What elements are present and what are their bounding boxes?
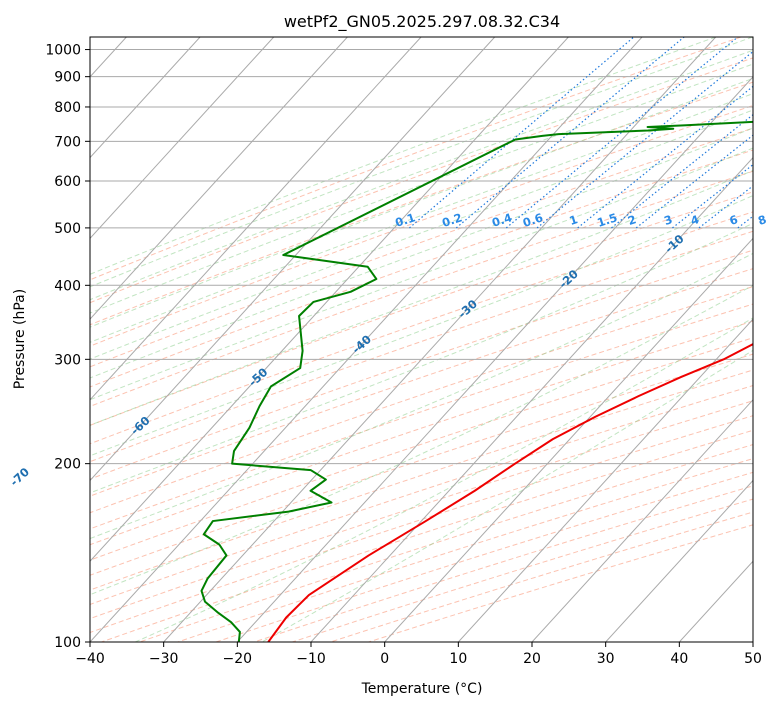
mixing-ratio-line: [611, 113, 753, 229]
moist-adiabat: [90, 222, 753, 494]
isotherm-line: [457, 318, 753, 642]
dry-adiabat: [101, 429, 753, 642]
y-tick-label: 800: [54, 100, 81, 116]
dry-adiabat: [90, 170, 753, 407]
y-tick-label: 700: [54, 134, 81, 150]
mixing-ratio-line: [536, 50, 753, 229]
moist-adiabat: [135, 317, 753, 642]
x-tick-label: −30: [149, 651, 179, 667]
x-tick-label: 40: [670, 651, 688, 667]
x-tick-label: −40: [75, 651, 105, 667]
y-tick-label: 100: [54, 635, 81, 651]
dry-adiabat: [90, 303, 753, 530]
mixing-ratio-labels: 0.10.20.40.611.52346810131620253036: [393, 210, 768, 230]
moist-adiabat: [90, 77, 753, 328]
y-tick-label: 500: [54, 221, 81, 237]
y-tick-label: 1000: [45, 43, 81, 59]
temperature-line: [267, 343, 753, 642]
isotherm-line: [90, 37, 348, 320]
dry-adiabat: [90, 127, 753, 368]
x-tick-label: 20: [523, 651, 541, 667]
moist-adiabat: [90, 37, 716, 275]
mixing-ratio-line: [505, 37, 739, 229]
mixing-ratio-line: [577, 85, 753, 229]
y-tick-label: 900: [54, 70, 81, 86]
isotherm-line: [531, 399, 753, 642]
moist-adiabat: [90, 37, 753, 288]
dewpoint-line: [200, 120, 753, 642]
x-tick-label: 30: [597, 651, 615, 667]
dry-adiabat: [90, 211, 753, 445]
moist-adiabat: [90, 127, 753, 379]
isotherm-line: [163, 37, 717, 642]
dry-adiabat: [292, 498, 753, 642]
profile-lines: [200, 120, 753, 642]
plot-frame: [89, 36, 754, 643]
dry-adiabat: [90, 249, 753, 480]
x-tick-label: −20: [223, 651, 253, 667]
isotherm-line: [90, 37, 275, 240]
y-tick-label: 600: [54, 174, 81, 190]
x-axis-label: Temperature (°C): [361, 681, 483, 697]
mixing-ratio-label: 0.6: [521, 210, 545, 230]
dry-adiabat: [90, 320, 753, 546]
mixing-ratio-label: 0.1: [393, 210, 417, 230]
x-tick-label: 0: [380, 651, 389, 667]
dry-adiabat: [139, 444, 753, 642]
isotherm-line: [384, 237, 753, 642]
y-axis-label: Pressure (hPa): [12, 289, 28, 389]
isotherm-line: [90, 37, 643, 642]
moist-adiabat: [90, 63, 753, 314]
dry-adiabat: [90, 337, 753, 561]
mixing-ratio-label: 0.2: [440, 210, 464, 230]
mixing-ratio-line: [455, 37, 685, 229]
background-lines: [90, 37, 753, 642]
isotherm-line: [310, 156, 753, 642]
dry-adiabat: [90, 385, 753, 606]
isotherm-line: [605, 479, 753, 642]
chart-title: wetPf2_GN05.2025.297.08.32.C34: [284, 12, 560, 32]
isotherm-line: [90, 37, 569, 563]
moist-adiabat: [90, 109, 753, 360]
mixing-ratio-label: 6: [728, 212, 740, 228]
dry-adiabat: [90, 104, 753, 347]
mixing-ratio-label: 2: [626, 212, 638, 228]
y-axis-ticks: 100 200 300 400 500 600 700 800 900 1000: [45, 43, 90, 651]
x-tick-label: 50: [744, 651, 762, 667]
moist-adiabat: [90, 147, 753, 401]
dry-adiabat: [90, 268, 753, 497]
mixing-ratio-label: 3: [662, 212, 674, 228]
moist-adiabat: [90, 169, 753, 426]
moist-adiabat: [90, 194, 753, 457]
x-tick-label: 10: [449, 651, 467, 667]
y-tick-label: 300: [54, 352, 81, 368]
y-tick-label: 200: [54, 457, 81, 473]
mixing-ratio-label: 1.5: [595, 210, 619, 230]
dry-adiabat: [330, 511, 753, 642]
mixing-ratio-label: 8: [756, 212, 768, 228]
mixing-ratio-label: 1: [567, 212, 579, 228]
mixing-ratio-label: 4: [689, 212, 701, 228]
isotherm-line: [90, 37, 496, 482]
y-tick-label: 400: [54, 278, 81, 294]
dry-adiabat: [90, 415, 753, 634]
dry-adiabat: [90, 400, 753, 620]
x-axis-ticks: −40 −30 −20 −10 0 10 20 30 40 50: [75, 642, 762, 667]
isotherm-line: [90, 37, 201, 159]
isotherm-line: [90, 37, 422, 401]
moist-adiabat: [90, 49, 753, 301]
mixing-ratio-label: 0.4: [490, 210, 514, 230]
x-tick-label: −10: [296, 651, 326, 667]
moist-adiabat: [90, 93, 753, 343]
isotherm-line: [236, 76, 753, 642]
